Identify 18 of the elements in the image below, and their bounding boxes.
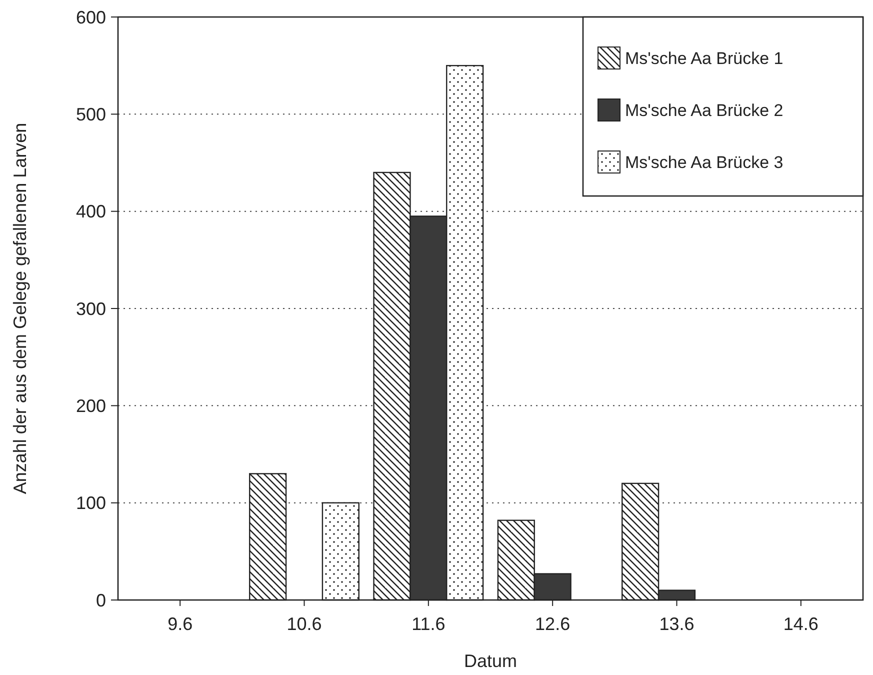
y-axis-title: Anzahl der aus dem Gelege gefallenen Larven — [10, 122, 30, 494]
legend-label: Ms'sche Aa Brücke 3 — [625, 152, 784, 172]
x-tick-label: 9.6 — [168, 614, 193, 634]
x-tick-label: 11.6 — [412, 614, 446, 634]
x-tick-label: 12.6 — [535, 614, 570, 634]
y-tick-label: 600 — [76, 7, 106, 28]
x-tick-label: 13.6 — [659, 614, 694, 634]
y-tick-label: 200 — [76, 396, 106, 416]
y-tick-label: 100 — [76, 493, 106, 514]
x-tick-label: 14.6 — [783, 614, 818, 634]
y-tick-label: 500 — [76, 104, 106, 124]
legend-label: Ms'sche Aa Brücke 1 — [625, 48, 784, 68]
x-axis-title: Datum — [464, 651, 518, 671]
y-tick-label: 0 — [96, 590, 106, 610]
y-tick-label: 400 — [76, 202, 106, 222]
legend-label: Ms'sche Aa Brücke 2 — [625, 100, 784, 120]
y-tick-label: 300 — [76, 298, 106, 319]
x-tick-label: 10.6 — [286, 614, 322, 634]
